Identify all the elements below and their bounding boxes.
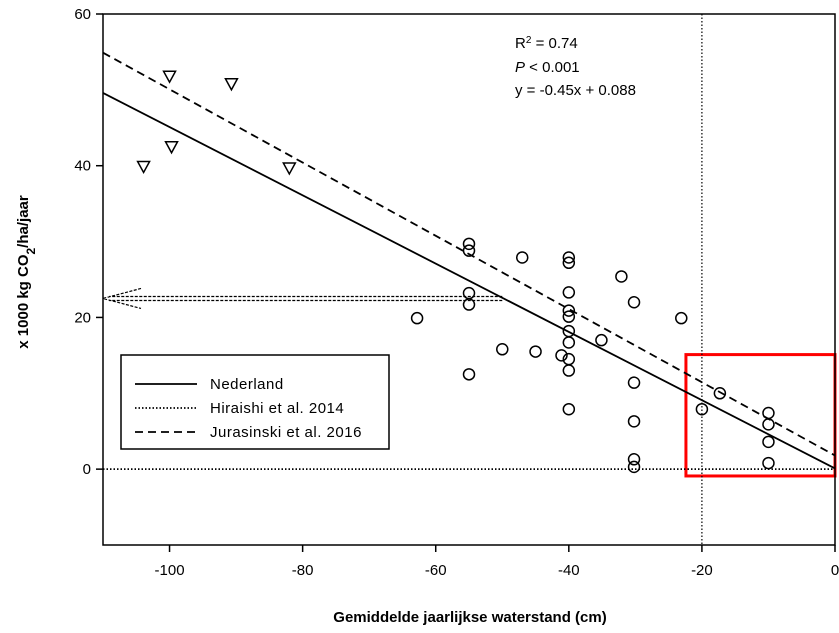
point	[515, 251, 529, 264]
point	[762, 418, 775, 431]
annotation: R2 = 0.74	[515, 35, 578, 53]
point	[462, 244, 476, 257]
x-tick-label: 0	[831, 562, 839, 579]
legend-label: Nederland	[210, 376, 284, 393]
annotation-part: < 0.001	[525, 59, 580, 76]
arrow	[100, 287, 503, 310]
point	[627, 415, 641, 428]
legend-label: Hiraishi et al. 2014	[210, 400, 344, 417]
point	[762, 456, 775, 470]
point	[136, 160, 151, 175]
point	[562, 251, 576, 264]
plot-frame	[102, 13, 836, 546]
y-tick-label: 20	[74, 309, 91, 326]
point	[627, 460, 641, 474]
x-axis-title: Gemiddelde jaarlijkse waterstand (cm)	[333, 609, 606, 626]
annotation: P < 0.001	[515, 59, 580, 76]
y-axis-title-part: /ha/jaar	[15, 195, 32, 248]
point	[562, 310, 576, 323]
annotation-part: P	[515, 59, 525, 76]
annotation-part: y = -0.45x + 0.088	[515, 82, 636, 99]
point	[562, 304, 576, 317]
legend-box	[120, 354, 390, 450]
y-tick-label: 60	[74, 6, 91, 23]
y-axis-title: x 1000 kg CO2/ha/jaar	[15, 195, 38, 349]
annotation-part: 2	[526, 35, 532, 46]
point	[224, 78, 239, 92]
annotation-part: = 0.74	[531, 35, 577, 52]
legend-label: Jurasinski et al. 2016	[210, 424, 362, 441]
point	[462, 298, 476, 311]
point	[562, 402, 576, 416]
point	[162, 70, 177, 84]
x-tick-label: -100	[155, 562, 185, 579]
point	[410, 311, 424, 325]
point	[615, 270, 628, 283]
point	[675, 311, 688, 325]
point	[627, 296, 641, 309]
y-axis-title-part: x 1000 kg CO	[15, 254, 32, 349]
series-line	[102, 51, 836, 457]
point	[627, 376, 641, 389]
point	[282, 162, 297, 176]
point	[496, 343, 509, 356]
point	[595, 333, 608, 347]
y-tick-label: 0	[83, 461, 91, 478]
point	[562, 364, 576, 377]
point	[762, 435, 775, 449]
point	[562, 336, 576, 349]
x-tick-label: -20	[691, 562, 713, 579]
point	[695, 402, 709, 416]
point	[562, 286, 576, 299]
point	[164, 141, 179, 155]
series-line	[102, 92, 836, 470]
annotation-part: R	[515, 35, 526, 52]
y-axis-title-part: 2	[24, 248, 38, 255]
point	[462, 368, 476, 381]
point	[562, 256, 576, 270]
point	[529, 345, 542, 358]
x-tick-label: -40	[558, 562, 580, 579]
annotation: y = -0.45x + 0.088	[515, 82, 636, 99]
point	[555, 349, 568, 362]
y-tick-label: 40	[74, 158, 91, 175]
point	[627, 453, 641, 466]
x-tick-label: -60	[425, 562, 447, 579]
x-tick-label: -80	[292, 562, 314, 579]
point	[462, 237, 476, 251]
point	[713, 387, 727, 400]
